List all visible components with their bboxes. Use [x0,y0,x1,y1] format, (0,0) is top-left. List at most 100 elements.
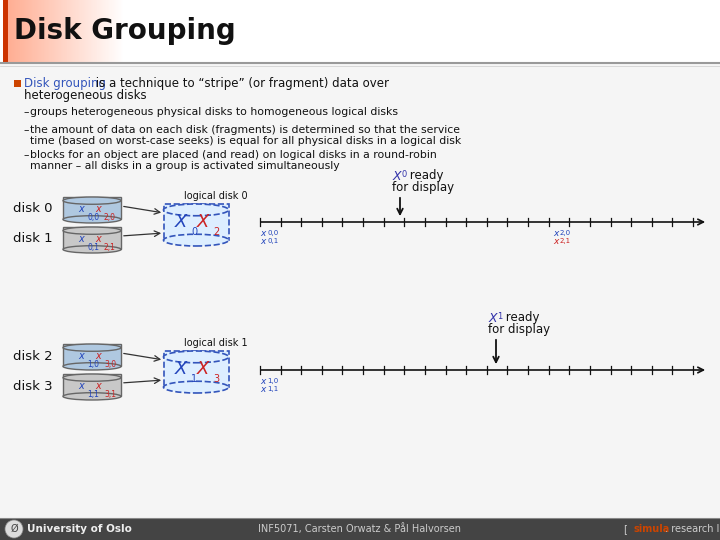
Bar [28,0,29,63]
Text: logical disk 1: logical disk 1 [184,338,248,348]
Text: 2,0: 2,0 [559,230,571,236]
Text: disk 3: disk 3 [13,380,53,393]
Bar [72,0,73,63]
Bar [35,0,36,63]
Bar [44,0,45,63]
Bar [45,0,46,63]
Text: $x$: $x$ [95,351,103,361]
Bar [37,0,38,63]
Bar [119,0,120,63]
Text: Disk Grouping: Disk Grouping [14,17,235,45]
Bar [81,0,82,63]
Bar [14,80,21,87]
Bar [46,0,47,63]
Bar [94,0,95,63]
Bar [118,0,119,63]
Text: INF5071, Carsten Orwatz & Pål Halvorsen: INF5071, Carsten Orwatz & Pål Halvorsen [258,524,462,535]
Bar [33,0,34,63]
Bar [47,0,48,63]
Bar [17,0,18,63]
Text: . research laboratory ]: . research laboratory ] [662,524,720,534]
Bar [23,0,24,63]
Bar [20,0,21,63]
Text: ready: ready [406,170,444,183]
Bar [52,0,53,63]
Bar [26,0,27,63]
Bar [115,0,116,63]
Text: time (based on worst-case seeks) is equal for all physical disks in a logical di: time (based on worst-case seeks) is equa… [30,136,462,146]
Bar [109,0,110,63]
Ellipse shape [163,204,228,216]
Text: logical disk 0: logical disk 0 [184,191,248,201]
Bar [93,0,94,63]
Bar [120,0,121,63]
Bar [43,0,44,63]
Text: 1: 1 [191,374,197,384]
Bar [86,0,87,63]
Bar [48,0,49,63]
Bar [63,344,121,366]
Bar [79,0,80,63]
Bar [54,0,55,63]
Bar [92,0,93,63]
Bar [38,0,39,63]
Bar [11,0,12,63]
Bar [104,0,105,63]
Bar [101,0,102,63]
Bar [21,0,22,63]
Bar [14,0,15,63]
Bar [69,0,70,63]
Bar [18,0,19,63]
Bar [3,0,4,63]
Bar [78,0,79,63]
Text: $X$: $X$ [197,213,212,231]
Text: –: – [23,107,29,117]
Bar [4,0,5,63]
Text: 1,0: 1,0 [87,360,99,369]
Bar [64,0,65,63]
Ellipse shape [63,197,121,204]
Ellipse shape [63,363,121,370]
Bar [98,0,99,63]
Bar [83,0,84,63]
Bar [5,0,6,63]
Text: 0,1: 0,1 [267,238,278,244]
Bar [29,0,30,63]
Text: 3: 3 [213,374,219,384]
Bar [0,518,720,540]
Bar [88,0,89,63]
Ellipse shape [163,234,228,246]
Text: $X$: $X$ [174,360,189,378]
Text: 1,0: 1,0 [267,378,278,384]
Bar [100,0,101,63]
Bar [74,0,75,63]
Text: $x$: $x$ [95,381,103,391]
Ellipse shape [163,381,228,393]
Bar [34,0,35,63]
Bar [41,0,42,63]
Bar [12,0,13,63]
Text: 3,1: 3,1 [104,390,116,399]
Bar [121,0,122,63]
Ellipse shape [63,246,121,253]
Text: Ø: Ø [10,524,18,534]
Text: 0: 0 [191,227,197,237]
Bar [122,0,123,63]
Text: disk 1: disk 1 [13,233,53,246]
Text: $X$: $X$ [392,170,403,183]
Ellipse shape [63,344,121,352]
Ellipse shape [63,215,121,223]
Bar [32,0,33,63]
Bar [19,0,20,63]
Bar [60,0,61,63]
Text: $X$: $X$ [488,312,500,325]
Bar [50,0,51,63]
Text: disk 0: disk 0 [13,202,53,215]
Bar [59,0,60,63]
Bar [73,0,74,63]
Bar [91,0,92,63]
Bar [0,0,720,63]
Bar [22,0,23,63]
Bar [8,0,9,63]
Bar [76,0,77,63]
